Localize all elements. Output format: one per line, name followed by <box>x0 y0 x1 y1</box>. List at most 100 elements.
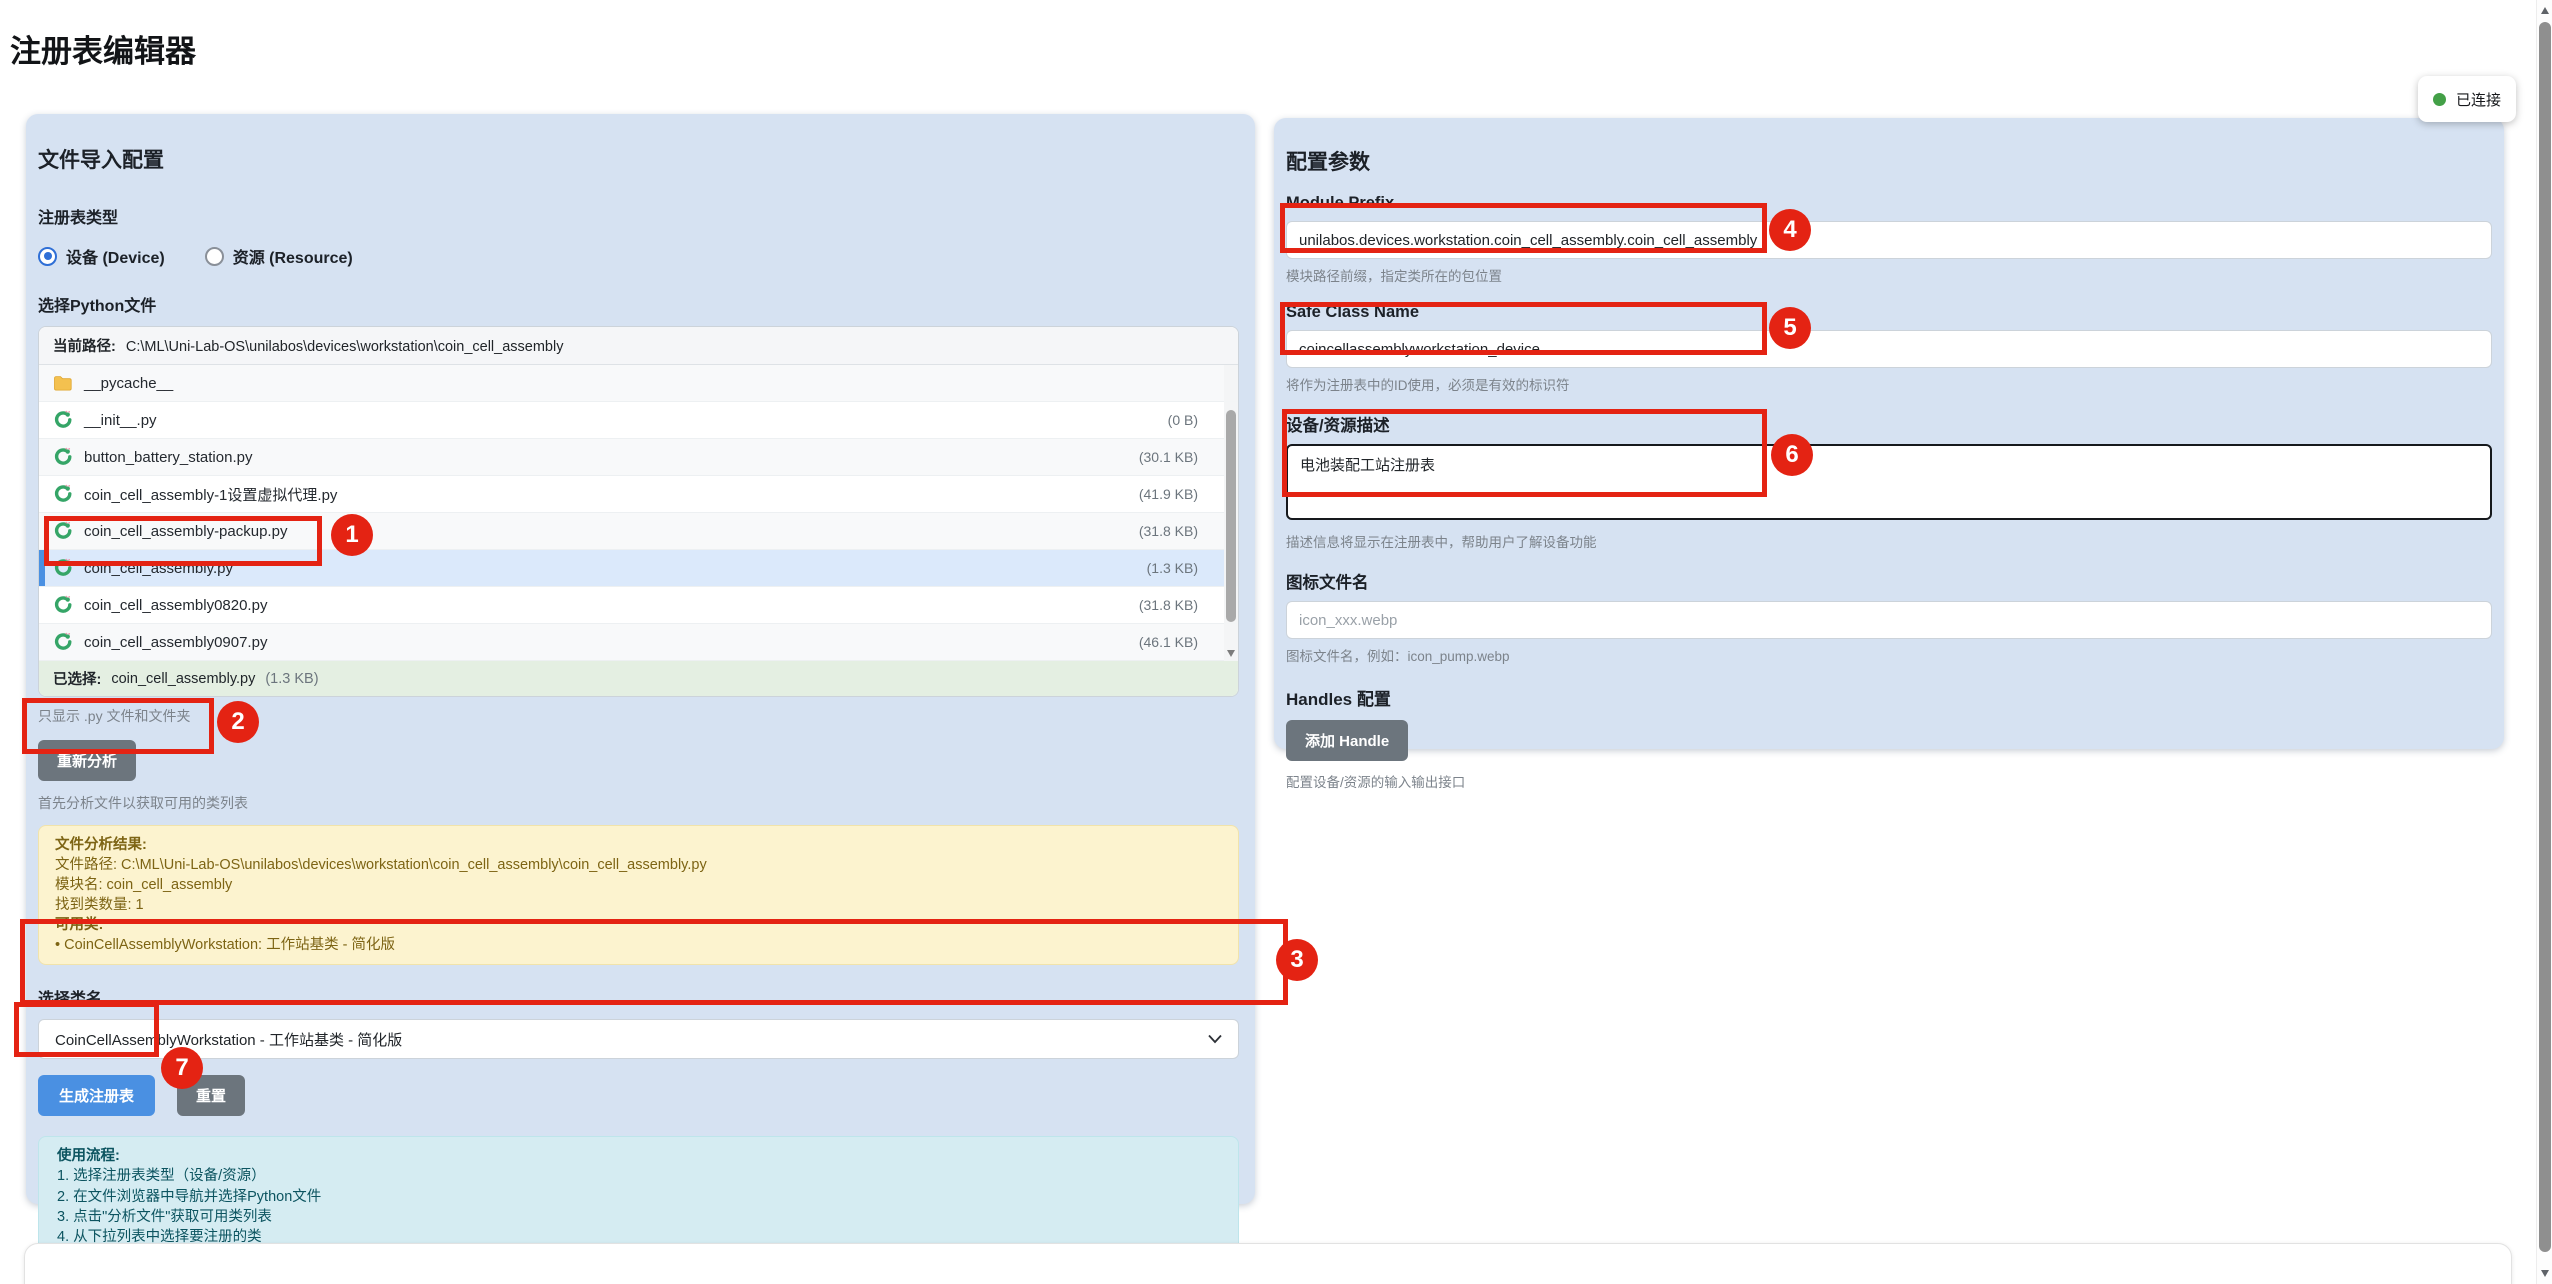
add-handle-button[interactable]: 添加 Handle <box>1286 720 1409 761</box>
analysis-result-box: 文件分析结果: 文件路径: C:\ML\Uni-Lab-OS\unilabos\… <box>38 825 1239 965</box>
file-row[interactable]: __init__.py (0 B) <box>39 402 1238 439</box>
selected-file-bar: 已选择: coin_cell_assembly.py (1.3 KB) <box>39 661 1238 696</box>
file-name: coin_cell_assembly-packup.py <box>84 522 288 540</box>
module-prefix-label: Module Prefix <box>1286 194 1395 212</box>
python-file-icon <box>54 632 72 650</box>
analyze-hint: 首先分析文件以获取可用的类列表 <box>38 795 248 811</box>
connected-dot-icon <box>2433 92 2446 106</box>
file-name: coin_cell_assembly0907.py <box>84 633 268 651</box>
class-select-label: 选择类名 <box>38 991 103 1008</box>
selected-file-name: coin_cell_assembly.py <box>111 670 256 687</box>
page-scrollbar[interactable] <box>2536 0 2552 1284</box>
radio-device[interactable]: 设备 (Device) <box>38 244 165 268</box>
file-size: (1.3 KB) <box>1146 560 1198 576</box>
scroll-down-arrow-icon[interactable] <box>2540 1270 2549 1277</box>
class-select[interactable]: CoinCellAssemblyWorkstation - 工作站基类 - 简化… <box>38 1019 1239 1059</box>
analysis-title: 文件分析结果: <box>55 837 147 853</box>
scroll-up-arrow-icon[interactable] <box>2540 7 2549 14</box>
analysis-class-count: 找到类数量: 1 <box>55 897 144 913</box>
file-name: button_battery_station.py <box>84 448 253 466</box>
file-row-folder[interactable]: __pycache__ <box>39 365 1238 402</box>
usage-step: 3. 点击"分析文件"获取可用类列表 <box>57 1208 272 1225</box>
safe-class-name-input[interactable] <box>1286 330 2492 368</box>
usage-title: 使用流程: <box>57 1148 120 1164</box>
file-size: (41.9 KB) <box>1138 486 1198 502</box>
python-file-icon <box>54 484 72 502</box>
file-row-selected[interactable]: coin_cell_assembly.py (1.3 KB) <box>39 550 1238 587</box>
python-file-icon <box>54 410 72 428</box>
description-textarea[interactable]: 电池装配工站注册表 <box>1286 444 2492 520</box>
usage-step: 2. 在文件浏览器中导航并选择Python文件 <box>57 1188 322 1205</box>
safe-class-name-label: Safe Class Name <box>1286 303 1419 321</box>
file-browser: 当前路径: C:\ML\Uni-Lab-OS\unilabos\devices\w… <box>38 326 1239 697</box>
analysis-file-path: 文件路径: C:\ML\Uni-Lab-OS\unilabos\devices\… <box>55 857 707 873</box>
page-scroll-thumb[interactable] <box>2539 22 2551 1252</box>
radio-device-label: 设备 (Device) <box>66 250 165 267</box>
annotation-circle-6: 6 <box>1771 434 1813 476</box>
left-panel-heading: 文件导入配置 <box>38 149 164 172</box>
file-size: (46.1 KB) <box>1138 634 1198 650</box>
connection-status-badge: 已连接 <box>2418 76 2517 122</box>
file-row[interactable]: coin_cell_assembly0820.py (31.8 KB) <box>39 587 1238 624</box>
file-name: __pycache__ <box>84 374 174 392</box>
annotation-circle-7: 7 <box>161 1047 203 1089</box>
right-panel-heading: 配置参数 <box>1286 151 1370 174</box>
module-prefix-hint: 模块路径前缀，指定类所在的包位置 <box>1286 269 1502 284</box>
action-buttons-row: 生成注册表 重置 <box>38 1075 1239 1116</box>
file-name: coin_cell_assembly.py <box>84 559 233 577</box>
file-name: __init__.py <box>84 411 157 429</box>
radio-resource[interactable]: 资源 (Resource) <box>204 244 353 268</box>
module-prefix-input[interactable] <box>1286 221 2492 259</box>
file-picker-label: 选择Python文件 <box>38 298 157 315</box>
description-label: 设备/资源描述 <box>1286 417 1390 435</box>
file-size: (0 B) <box>1167 412 1198 428</box>
usage-step: 1. 选择注册表类型（设备/资源） <box>57 1168 266 1185</box>
page-title: 注册表编辑器 <box>10 34 196 69</box>
annotation-circle-4: 4 <box>1769 209 1811 251</box>
icon-filename-hint: 图标文件名，例如：icon_pump.webp <box>1286 649 1510 664</box>
file-list-scroll-thumb[interactable] <box>1226 410 1236 622</box>
radio-resource-label: 资源 (Resource) <box>232 250 353 267</box>
current-path-value: C:\ML\Uni-Lab-OS\unilabos\devices\workst… <box>125 339 564 355</box>
radio-selected-icon[interactable] <box>38 246 57 266</box>
icon-filename-input[interactable] <box>1286 601 2492 639</box>
annotation-circle-2: 2 <box>217 701 259 743</box>
handles-config-label: Handles 配置 <box>1286 690 1391 709</box>
config-params-panel: 配置参数 Module Prefix 模块路径前缀，指定类所在的包位置 Safe… <box>1274 118 2504 790</box>
bottom-card <box>24 1243 2512 1284</box>
available-classes-label: 可用类: <box>55 917 104 933</box>
python-file-icon <box>54 521 72 539</box>
file-list-scrollbar[interactable] <box>1224 365 1238 661</box>
icon-filename-label: 图标文件名 <box>1286 574 1369 592</box>
selected-file-size: (1.3 KB) <box>265 670 319 687</box>
filter-hint: 只显示 .py 文件和文件夹 <box>38 708 191 724</box>
scroll-down-arrow-icon[interactable] <box>1227 650 1235 657</box>
chevron-down-icon <box>1208 1034 1222 1044</box>
current-path-row: 当前路径: C:\ML\Uni-Lab-OS\unilabos\devices\w… <box>39 327 1238 365</box>
connected-label: 已连接 <box>2456 91 2502 109</box>
description-hint: 描述信息将显示在注册表中，帮助用户了解设备功能 <box>1286 535 1597 550</box>
handles-hint: 配置设备/资源的输入输出接口 <box>1286 775 1466 790</box>
radio-unselected-icon[interactable] <box>204 246 224 266</box>
python-file-icon <box>54 558 72 576</box>
available-class-item: • CoinCellAssemblyWorkstation: 工作站基类 - 简… <box>55 937 395 953</box>
python-file-icon <box>54 447 72 465</box>
file-name: coin_cell_assembly-1设置虚拟代理.py <box>84 486 338 504</box>
safe-class-name-hint: 将作为注册表中的ID使用，必须是有效的标识符 <box>1286 378 1570 393</box>
file-row[interactable]: coin_cell_assembly-1设置虚拟代理.py (41.9 KB) <box>39 476 1238 513</box>
file-row[interactable]: coin_cell_assembly0907.py (46.1 KB) <box>39 624 1238 661</box>
file-import-config-panel: 文件导入配置 注册表类型 设备 (Device) 资源 (Resource) 选… <box>26 114 1255 1278</box>
file-name: coin_cell_assembly0820.py <box>84 596 268 614</box>
generate-registry-button[interactable]: 生成注册表 <box>38 1075 156 1116</box>
analysis-module: 模块名: coin_cell_assembly <box>55 877 233 893</box>
file-size: (30.1 KB) <box>1138 449 1198 465</box>
annotation-circle-5: 5 <box>1769 307 1811 349</box>
file-size: (31.8 KB) <box>1138 523 1198 539</box>
usage-step: 4. 从下拉列表中选择要注册的类 <box>57 1229 262 1246</box>
file-row[interactable]: button_battery_station.py (30.1 KB) <box>39 439 1238 476</box>
file-row[interactable]: coin_cell_assembly-packup.py (31.8 KB) <box>39 513 1238 550</box>
registry-type-options: 设备 (Device) 资源 (Resource) <box>38 244 1239 268</box>
folder-icon <box>54 376 72 391</box>
reanalyze-button[interactable]: 重新分析 <box>38 740 137 781</box>
